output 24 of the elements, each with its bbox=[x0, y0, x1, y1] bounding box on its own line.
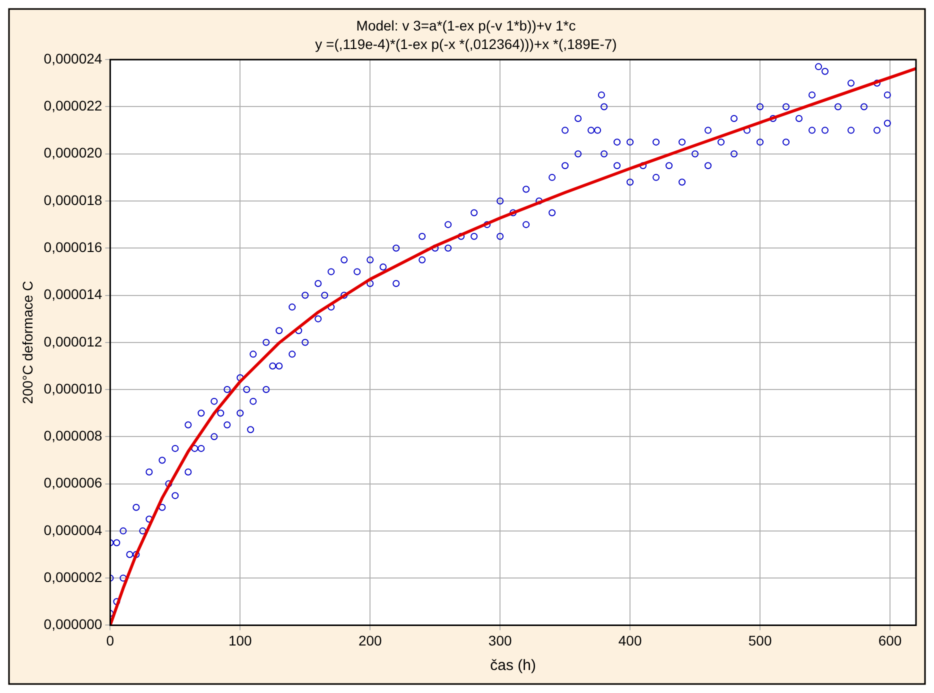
y-tick-label: 0,000016 bbox=[44, 238, 102, 255]
x-tick-label: 200 bbox=[358, 632, 382, 648]
y-tick-label: 0,000014 bbox=[44, 286, 102, 302]
y-axis-title: 200°C deformace C bbox=[19, 280, 36, 404]
chart-subtitle: y =(,119e-4)*(1-ex p(-x *(,012364)))+x *(,189E-7) bbox=[315, 36, 617, 52]
y-tick-label: 0,000008 bbox=[44, 428, 102, 444]
x-tick-label: 400 bbox=[618, 632, 642, 648]
x-axis-title: čas (h) bbox=[490, 657, 536, 674]
y-tick-label: 0,000006 bbox=[44, 474, 102, 491]
x-tick-label: 0 bbox=[106, 632, 114, 648]
x-tick-label: 100 bbox=[228, 632, 252, 648]
y-tick-label: 0,000004 bbox=[44, 522, 102, 538]
y-tick-label: 0,000000 bbox=[44, 616, 102, 632]
chart-title: Model: v 3=a*(1-ex p(-v 1*b))+v 1*c bbox=[356, 17, 576, 34]
x-tick-label: 500 bbox=[748, 632, 772, 648]
x-tick-label: 600 bbox=[878, 632, 902, 648]
y-tick-label: 0,000022 bbox=[44, 98, 102, 114]
y-tick-label: 0,000024 bbox=[44, 50, 102, 66]
x-tick-label: 300 bbox=[488, 632, 512, 648]
y-tick-label: 0,000018 bbox=[44, 192, 102, 208]
y-tick-label: 0,000002 bbox=[44, 568, 102, 585]
y-tick-label: 0,000010 bbox=[44, 380, 102, 396]
y-tick-label: 0,000020 bbox=[44, 144, 102, 161]
y-tick-label: 0,000012 bbox=[44, 333, 102, 350]
